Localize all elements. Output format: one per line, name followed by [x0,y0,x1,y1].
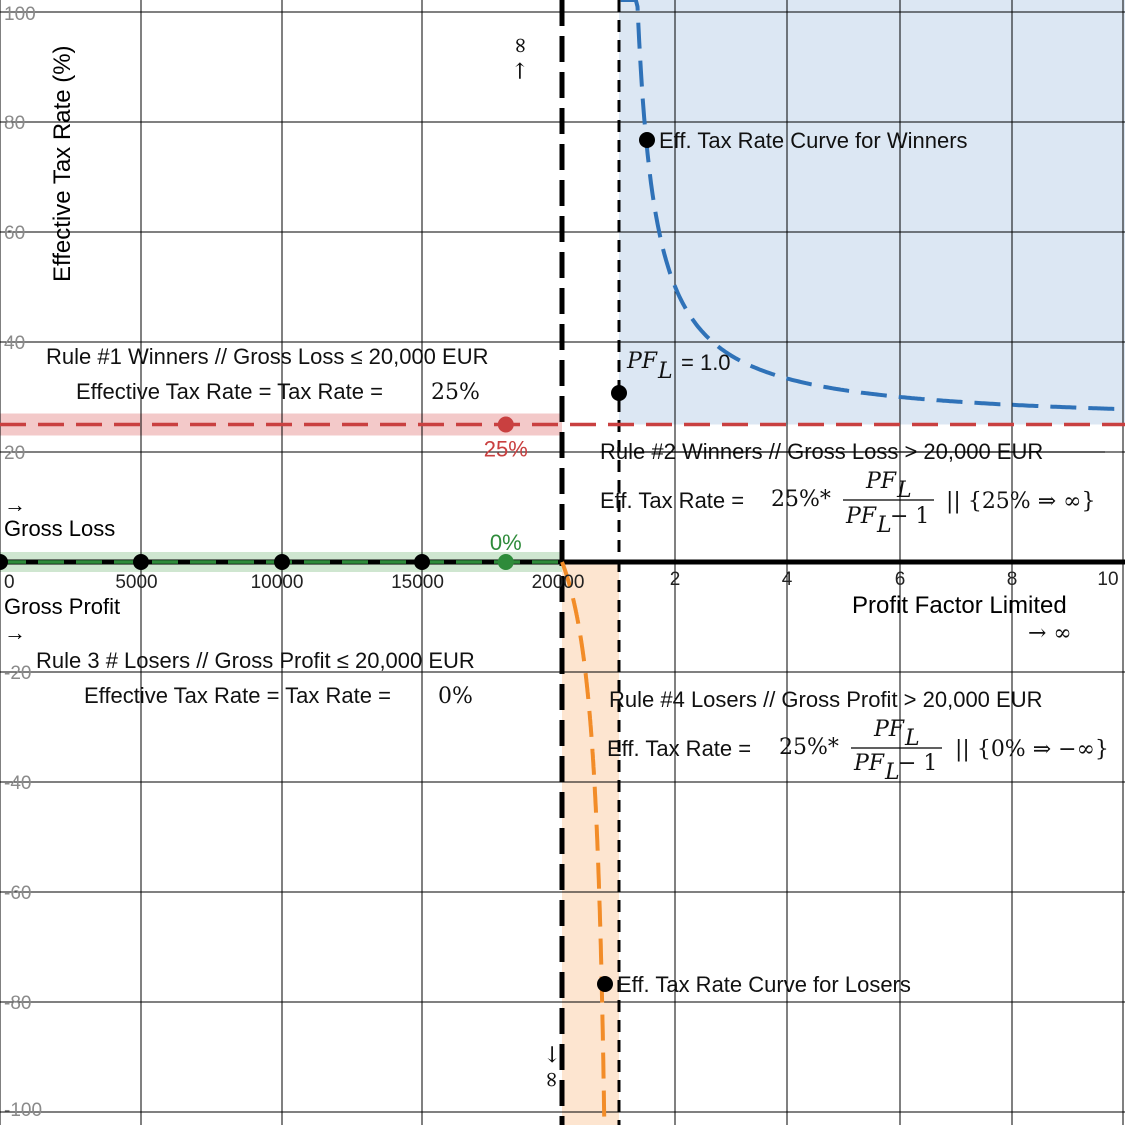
data-point [497,554,514,570]
left-x-tick-label: 5000 [115,572,157,593]
x-axis-title: Profit Factor Limited [852,592,1067,619]
rule4-num-sub: L [904,726,920,751]
losers-curve-label: Eff. Tax Rate Curve for Losers [617,972,911,997]
y-tick-label: 20 [4,443,25,464]
right-x-tick-label: 4 [782,569,793,590]
y-tick-label: -40 [4,773,31,794]
rule2-num-sub: L [896,478,912,503]
gross-profit-label: Gross Profit [4,594,120,619]
rule2-den-sub: L [876,513,892,538]
gross-loss-arrow: → [4,492,26,517]
x-axis-infinity-arrow: → ∞ [1028,621,1072,646]
rule3-title: Rule 3 # Losers // Gross Profit ≤ 20,000… [36,648,475,673]
y-axis-title: Effective Tax Rate (%) [49,45,76,282]
rule4-coeff: 25%* [779,735,839,760]
rule2-num-pf: PF [865,469,897,494]
rule4-title: Rule #4 Losers // Gross Profit > 20,000 … [609,687,1042,712]
y-tick-label: -100 [4,1100,42,1121]
data-point [597,976,613,992]
rule2-limit: || {25% ⇒ ∞} [946,489,1095,514]
point-label: 25% [484,437,528,462]
gross-loss-label: Gross Loss [4,516,115,541]
rule3-formula: Effective Tax Rate = Tax Rate = [84,683,391,708]
rule1-formula: Effective Tax Rate = Tax Rate = [76,379,383,404]
rule4-formula: Eff. Tax Rate = [607,736,751,761]
rule2-coeff: 25%* [771,487,831,512]
pfl-symbol: PF [626,349,658,374]
rule3-value: 0% [438,684,473,709]
y-tick-label: -60 [4,883,31,904]
y-tick-label: -80 [4,993,31,1014]
right-x-tick-label: 10 [1097,569,1118,590]
data-point [497,416,514,433]
right-x-tick-label: 6 [895,569,906,590]
rule4-den-sub: L [884,760,900,785]
left-x-tick-label: 10000 [251,572,304,593]
y-tick-label: 40 [4,333,25,354]
right-x-tick-label: 8 [1007,569,1018,590]
data-point [274,554,290,570]
divider-down-arrow: → ∞ [539,1045,564,1089]
rule4-limit: || {0% ⇒ −∞} [955,737,1109,762]
left-x-tick-label: 0 [4,572,15,593]
right-x-tick-label: 2 [670,569,681,590]
pfl-subscript: L [657,359,673,384]
y-tick-label: 100 [4,4,36,25]
rule2-formula: Eff. Tax Rate = [600,488,744,513]
winners-region [619,0,1125,425]
data-point [639,132,655,148]
left-x-tick-label: 20000 [532,572,585,593]
marks-layer [0,132,655,992]
divider-up-arrow: → ∞ [508,36,533,80]
labels-layer: Effective Tax Rate (%) Profit Factor Lim… [4,4,1119,1121]
gross-profit-arrow: → [4,620,26,645]
data-point [133,554,149,570]
rule4-den-minus: − 1 [898,751,937,776]
data-point [414,554,430,570]
winners-curve [620,0,1125,412]
y-tick-label: 80 [4,113,25,134]
data-point [0,554,8,570]
losers-region [562,562,619,1125]
data-point [611,385,627,401]
rule2-den-pf: PF [845,504,877,529]
winners-curve-label: Eff. Tax Rate Curve for Winners [659,128,968,153]
left-x-tick-label: 15000 [391,572,444,593]
y-tick-label: -20 [4,663,31,684]
y-tick-label: 60 [4,223,25,244]
rule1-title: Rule #1 Winners // Gross Loss ≤ 20,000 E… [46,344,488,369]
losers-curve [560,561,607,1125]
rule4-den-pf: PF [853,751,885,776]
rule4-num-pf: PF [873,717,905,742]
rule2-den-minus: − 1 [890,504,929,529]
point-label: 0% [490,530,522,555]
rule1-value: 25% [431,380,480,405]
pfl-value: = 1.0 [681,350,731,375]
